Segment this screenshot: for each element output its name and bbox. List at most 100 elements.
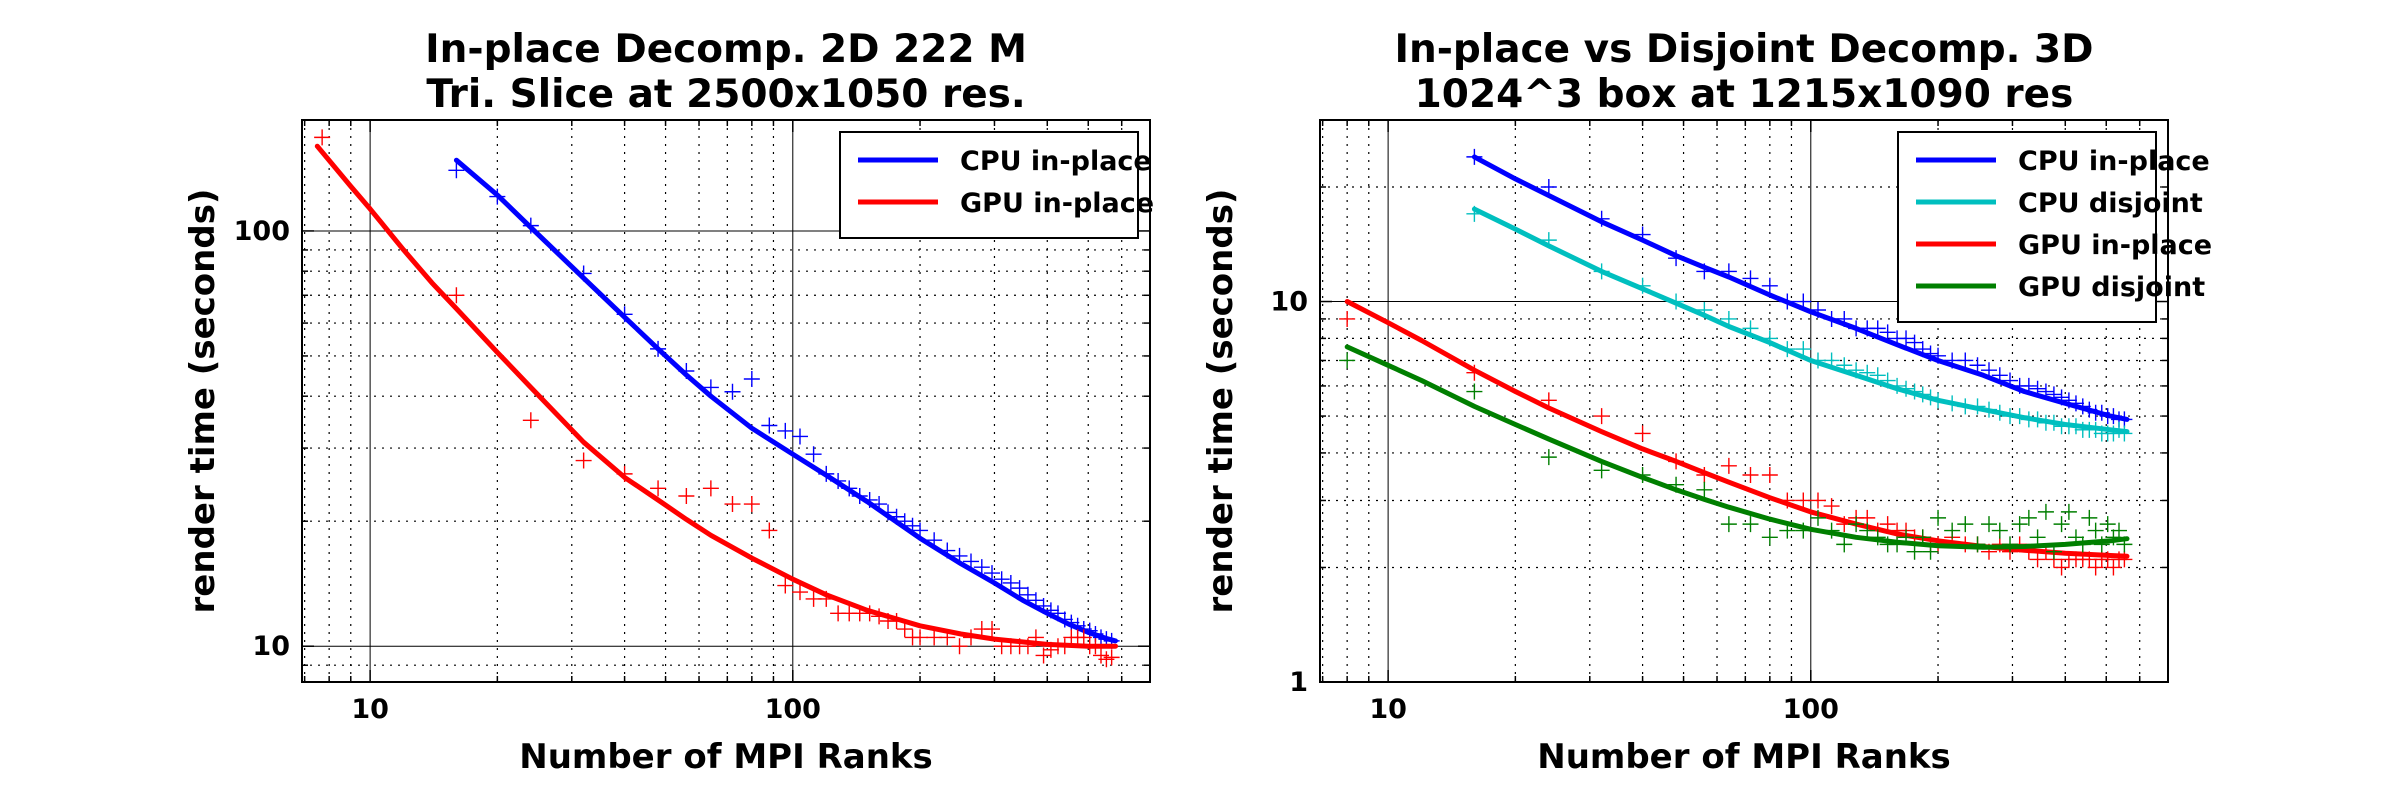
data-point-marker [912, 629, 929, 646]
data-point-marker [1991, 522, 2008, 539]
chart-panel-1: 10 100 10 100 Number of MPI Ranks render time… [183, 27, 1154, 777]
data-point-marker [1593, 462, 1610, 479]
data-point-marker [1339, 310, 1356, 327]
data-point-marker [1957, 352, 1974, 369]
data-point-marker [1836, 536, 1853, 553]
data-point-marker [761, 417, 778, 434]
series-fit-line [453, 157, 1118, 644]
data-point-marker [1720, 457, 1737, 474]
data-point-marker [973, 559, 990, 576]
legend-label: GPU in-place [2018, 230, 2212, 261]
data-point-marker [1957, 516, 1974, 533]
data-point-marker [1906, 543, 1923, 560]
data-point-marker [678, 487, 695, 504]
data-point-marker [1540, 449, 1557, 466]
data-point-marker [1742, 516, 1759, 533]
data-point-marker [743, 371, 760, 388]
data-point-marker [702, 379, 719, 396]
data-point-marker [1103, 649, 1120, 666]
legend-label: CPU disjoint [2018, 188, 2203, 219]
data-point-marker [2037, 503, 2054, 520]
data-point-marker [1696, 481, 1713, 498]
y-axis-label: render time (seconds) [1201, 189, 1241, 614]
data-point-marker [743, 496, 760, 513]
data-point-marker [1809, 509, 1826, 526]
data-point-marker [2020, 509, 2037, 526]
data-point-marker [1930, 509, 1947, 526]
data-point-marker [1879, 324, 1896, 341]
data-point-marker [1634, 425, 1651, 442]
y-tick-label: 10 [252, 631, 290, 662]
data-point-marker [791, 584, 808, 601]
series-cpu-in-place [448, 157, 1120, 649]
data-point-marker [2053, 516, 2070, 533]
data-point-marker [1720, 516, 1737, 533]
data-point-marker [2053, 559, 2070, 576]
data-point-marker [724, 496, 741, 513]
y-tick-label: 100 [234, 216, 290, 247]
series-gpu-in-place [314, 129, 1120, 668]
series-cpu-disjoint [1466, 205, 2133, 442]
data-point-marker [2111, 522, 2127, 539]
series-fit-line [314, 143, 1118, 649]
y-axis-label: render time (seconds) [183, 189, 223, 614]
data-point-marker [1011, 580, 1028, 597]
x-tick-label: 10 [351, 694, 389, 725]
legend-label: CPU in-place [960, 146, 1152, 177]
data-point-marker [1795, 492, 1812, 509]
data-point-marker [724, 383, 741, 400]
data-point-marker [522, 412, 539, 429]
axes-frame [1319, 119, 2169, 683]
x-tick-label: 100 [765, 694, 821, 725]
legend-box [839, 131, 1139, 239]
legend-box [1897, 131, 2157, 323]
grid [302, 120, 1151, 682]
data-point-marker [448, 287, 465, 304]
data-point-marker [650, 480, 667, 497]
data-point-marker [1002, 574, 1019, 591]
data-point-marker [2081, 509, 2098, 526]
series-fit-line [1471, 154, 2130, 422]
data-point-marker [1761, 529, 1778, 546]
y-tick-label: 10 [1270, 287, 1308, 318]
chart-panel-2: 10 100 1 10 Number of MPI Ranks render time (… [1201, 27, 2212, 777]
data-point-marker [1969, 536, 1986, 553]
data-point-marker [984, 565, 1000, 582]
data-point-marker [2029, 529, 2046, 546]
tick-marks [302, 120, 1151, 682]
series-fit-line [1344, 344, 2130, 550]
data-point-marker [2011, 516, 2028, 533]
data-point-marker [951, 638, 968, 655]
x-axis-label: Number of MPI Ranks [519, 737, 933, 777]
data-point-marker [702, 480, 719, 497]
data-point-marker [2060, 503, 2077, 520]
series-cpu-in-place [1466, 148, 2133, 428]
data-point-marker [1593, 408, 1610, 425]
data-point-marker [1761, 277, 1778, 294]
legend-label: CPU in-place [2018, 146, 2210, 177]
data-point-marker [2087, 522, 2104, 539]
legend: CPU in-place GPU in-place [839, 131, 1154, 239]
data-point-marker [1823, 498, 1840, 515]
plot-area [1339, 148, 2133, 576]
plot-area [314, 129, 1120, 668]
data-point-marker [777, 577, 794, 594]
data-point-marker [1075, 629, 1092, 646]
tick-marks [1320, 119, 2169, 683]
data-point-marker [1944, 522, 1961, 539]
data-point-marker [1859, 522, 1876, 539]
data-point-marker [1869, 320, 1886, 337]
data-point-marker [1809, 492, 1826, 509]
data-point-marker [2099, 516, 2116, 533]
data-point-marker [984, 621, 1000, 638]
data-point-marker [2087, 559, 2104, 576]
data-point-marker [761, 522, 778, 539]
data-point-marker [1339, 352, 1356, 369]
data-point-marker [448, 162, 465, 179]
data-point-marker [1906, 334, 1923, 351]
series-fit-line [1471, 206, 2130, 435]
data-point-marker [2029, 551, 2046, 568]
data-point-marker [805, 446, 822, 463]
chart-title-line-1: In-place vs Disjoint Decomp. 3D [1394, 27, 2093, 72]
